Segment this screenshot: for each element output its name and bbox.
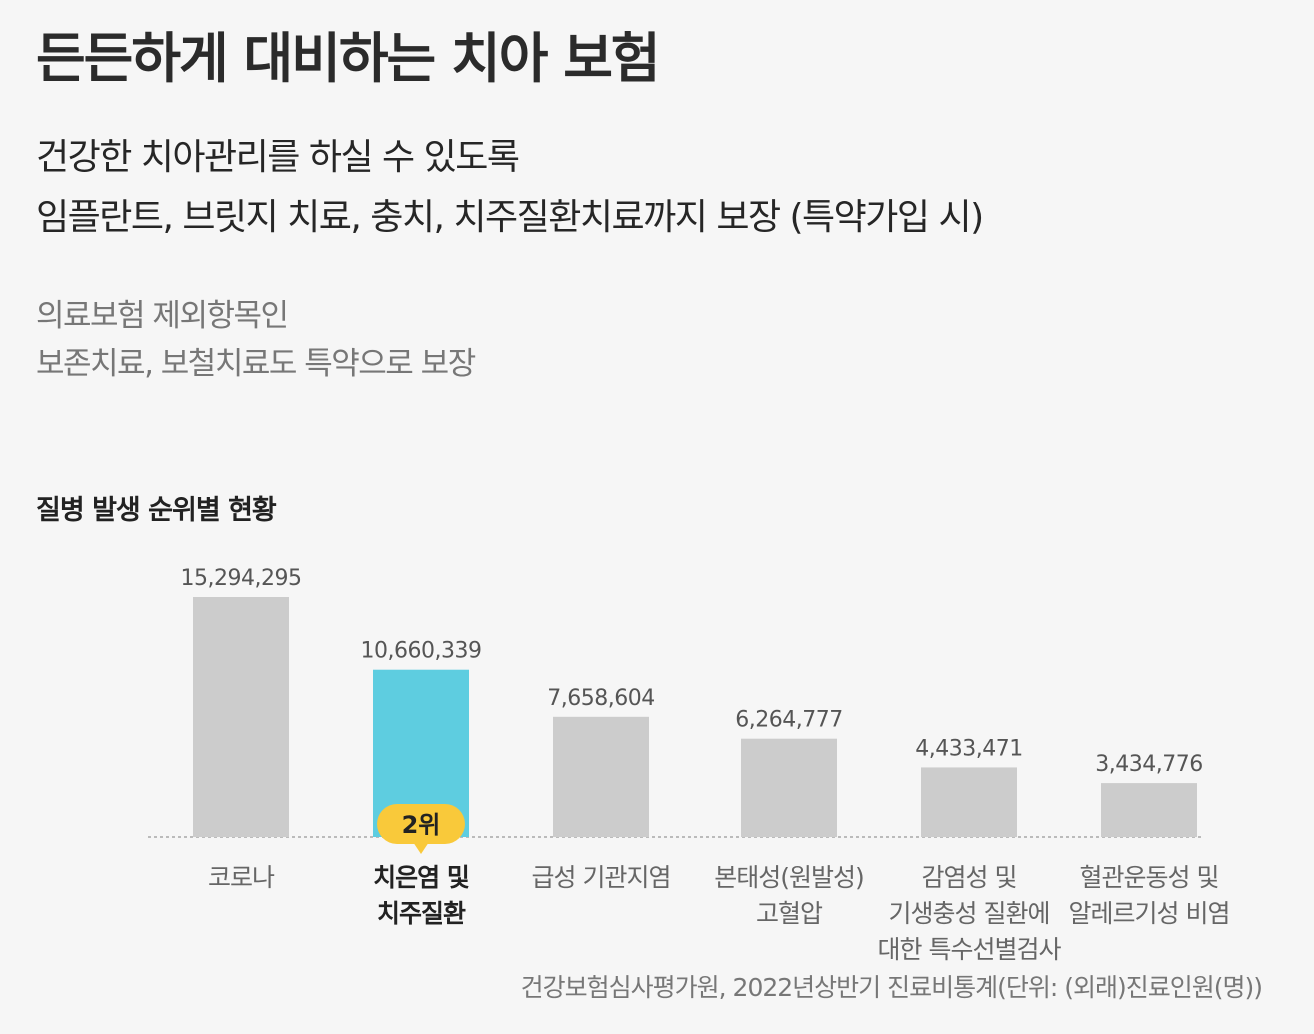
value-label-3: 7,658,604	[547, 686, 654, 711]
headline: 건강한 치아관리를 하실 수 있도록 임플란트, 브릿지 치료, 충치, 치주질…	[36, 128, 984, 248]
headline-line-2: 임플란트, 브릿지 치료, 충치, 치주질환치료까지 보장 (특약가입 시)	[36, 197, 984, 238]
subtext-line-2: 보존치료, 보철치료도 특약으로 보장	[36, 346, 476, 382]
category-label-6-line-2: 알레르기성 비염	[1069, 899, 1230, 928]
bar-3	[553, 716, 649, 837]
source-note: 건강보험심사평가원, 2022년상반기 진료비통계(단위: (외래)진료인원(명…	[520, 973, 1263, 1002]
rank-badge	[377, 804, 465, 844]
category-label-1-line-1: 코로나	[208, 863, 275, 892]
value-label-6: 3,434,776	[1095, 752, 1202, 777]
category-label-4-line-2: 고혈압	[756, 899, 823, 928]
bar-1	[193, 597, 289, 837]
rank-badge-pointer	[413, 842, 429, 854]
subtext-line-1: 의료보험 제외항목인	[36, 298, 289, 334]
value-label-5: 4,433,471	[915, 736, 1022, 761]
category-label-6-line-1: 혈관운동성 및	[1080, 863, 1219, 892]
headline-line-1: 건강한 치아관리를 하실 수 있도록	[36, 137, 520, 178]
bar-4	[741, 738, 837, 837]
value-label-1: 15,294,295	[181, 566, 302, 591]
value-label-2: 10,660,339	[361, 639, 482, 664]
chart-title: 질병 발생 순위별 현황	[36, 495, 277, 526]
bar-6	[1101, 783, 1197, 837]
page-title: 든든하게 대비하는 치아 보험	[36, 27, 661, 90]
category-label-4-line-1: 본태성(원발성)	[714, 863, 864, 892]
category-label-5-line-3: 대한 특수선별검사	[878, 935, 1062, 964]
category-label-5-line-1: 감염성 및	[922, 863, 1017, 892]
category-label-5-line-2: 기생충성 질환에	[889, 899, 1050, 928]
value-label-4: 6,264,777	[735, 708, 842, 733]
category-label-2-line-2: 치주질환	[377, 899, 466, 928]
subtext: 의료보험 제외항목인 보존치료, 보철치료도 특약으로 보장	[36, 292, 476, 388]
rank-badge-label: 2위	[402, 811, 441, 839]
category-label-3-line-1: 급성 기관지염	[532, 863, 671, 892]
category-label-2-line-1: 치은염 및	[373, 863, 469, 892]
bar-5	[921, 767, 1017, 837]
